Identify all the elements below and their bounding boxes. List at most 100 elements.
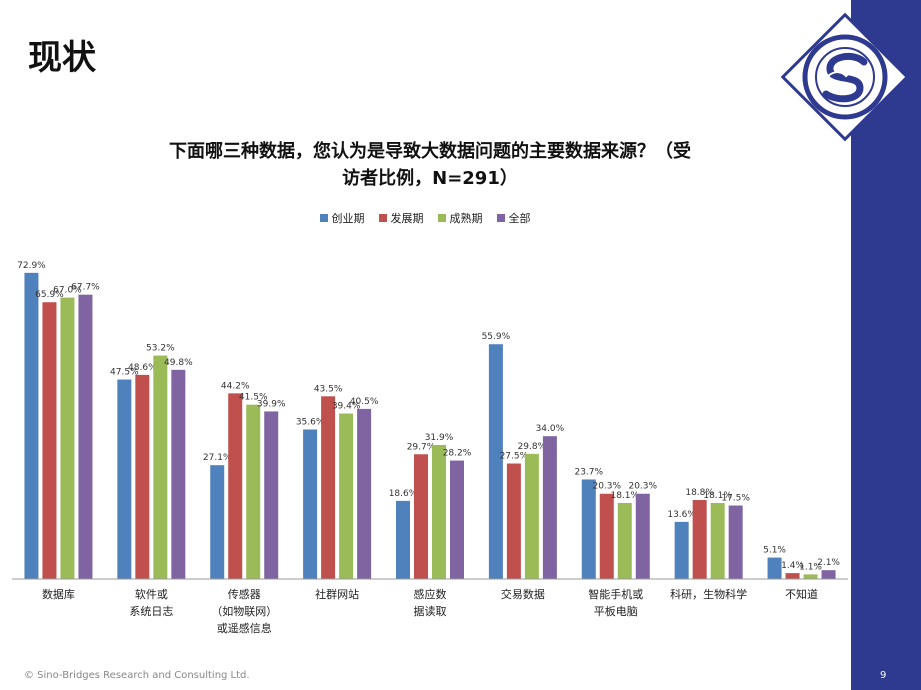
sino-bridges-logo (780, 12, 910, 142)
bar-4-2 (432, 445, 446, 579)
data-label-3-3: 40.5% (350, 397, 379, 407)
category-label-6: 智能手机或平板电脑 (588, 587, 643, 618)
data-label-6-3: 20.3% (628, 482, 657, 492)
bar-0-3 (78, 294, 93, 579)
category-label-2: 传感器（如物联网）或遥感信息 (211, 588, 277, 635)
bar-6-1 (599, 493, 614, 579)
chart-title-line-2: 访者比例，N=291） (342, 168, 518, 189)
category-label-0: 数据库 (42, 587, 75, 601)
data-label-4-1: 29.7% (407, 442, 436, 452)
bar-8-1 (785, 573, 800, 579)
data-label-5-2: 29.8% (518, 442, 547, 452)
data-label-5-0: 55.9% (482, 332, 511, 342)
data-label-3-0: 35.6% (296, 417, 325, 427)
bar-1-1 (135, 374, 150, 579)
bar-3-2 (339, 413, 354, 579)
bar-1-3 (171, 369, 186, 579)
bar-5-3 (542, 436, 557, 579)
data-label-0-0: 72.9% (17, 261, 46, 271)
data-label-5-1: 27.5% (500, 452, 529, 462)
bar-2-1 (228, 393, 243, 579)
category-label-5: 交易数据 (501, 587, 545, 601)
data-label-2-3: 39.9% (257, 399, 286, 409)
bar-1-2 (153, 355, 168, 579)
bar-1-0 (117, 379, 132, 579)
data-label-0-2: 67.0% (53, 286, 82, 296)
data-label-3-2: 39.4% (332, 402, 361, 412)
bar-7-2 (710, 502, 725, 579)
bar-2-2 (246, 404, 261, 579)
bar-2-0 (210, 465, 225, 579)
legend-label: 发展期 (390, 212, 424, 225)
bar-4-1 (414, 454, 428, 579)
legend-label: 创业期 (331, 212, 365, 225)
data-label-4-2: 31.9% (425, 433, 454, 443)
page-number: 9 (880, 670, 887, 681)
bar-0-1 (42, 302, 57, 579)
bar-8-2 (803, 574, 818, 579)
data-label-8-2: 1.1% (799, 562, 822, 572)
data-label-7-0: 13.6% (667, 510, 696, 520)
data-label-4-0: 18.6% (389, 489, 418, 499)
data-label-7-1: 18.8% (685, 488, 714, 498)
bar-6-0 (581, 479, 596, 579)
data-label-6-1: 20.3% (592, 482, 621, 492)
category-label-7: 科研，生物科学 (670, 587, 747, 601)
legend-label: 成熟期 (449, 212, 483, 225)
legend-item-0: 创业期 (319, 210, 365, 226)
data-label-1-0: 47.5% (110, 368, 139, 378)
legend-item-1: 发展期 (378, 210, 424, 226)
legend-label: 全部 (508, 212, 531, 225)
bar-6-2 (617, 502, 632, 579)
chart-title-line-1: 下面哪三种数据，您认为是导致大数据问题的主要数据来源？（受 (169, 141, 691, 162)
category-label-3: 社群网站 (315, 587, 359, 601)
legend-swatch (319, 214, 328, 222)
data-label-5-3: 34.0% (536, 424, 565, 434)
bar-8-0 (767, 557, 782, 579)
data-label-0-3: 67.7% (71, 283, 100, 293)
legend-swatch (378, 214, 387, 222)
bar-3-3 (357, 408, 372, 579)
bar-6-3 (635, 493, 650, 579)
data-label-6-0: 23.7% (574, 467, 603, 477)
bar-5-1 (506, 463, 521, 579)
category-label-8: 不知道 (785, 587, 818, 601)
data-label-8-3: 2.1% (817, 558, 840, 568)
slide-title: 现状 (28, 38, 96, 78)
data-label-6-2: 18.1% (610, 491, 639, 501)
data-label-2-2: 41.5% (239, 393, 268, 403)
bar-5-0 (488, 344, 503, 579)
data-label-4-3: 28.2% (443, 449, 472, 459)
data-label-1-1: 48.6% (128, 363, 157, 373)
chart-legend: 创业期 发展期 成熟期 全部 (0, 210, 850, 226)
bar-4-0 (396, 500, 410, 579)
bar-3-0 (303, 429, 318, 579)
bar-8-3 (821, 570, 836, 579)
chart-title: 下面哪三种数据，您认为是导致大数据问题的主要数据来源？（受 访者比例，N=291… (80, 138, 780, 192)
data-label-3-1: 43.5% (314, 384, 343, 394)
legend-swatch (496, 214, 505, 222)
bar-7-3 (728, 505, 743, 579)
data-label-1-2: 53.2% (146, 344, 175, 354)
bar-7-1 (692, 500, 707, 579)
data-label-7-3: 17.5% (721, 494, 750, 504)
legend-item-2: 成熟期 (437, 210, 483, 226)
data-label-2-0: 27.1% (203, 453, 232, 463)
bar-2-3 (264, 411, 279, 579)
bar-3-1 (321, 396, 336, 579)
data-label-8-1: 1.4% (781, 561, 804, 571)
category-label-4: 感应数据读取 (414, 587, 447, 618)
data-label-2-1: 44.2% (221, 381, 250, 391)
data-label-0-1: 65.9% (35, 290, 64, 300)
data-label-7-2: 18.1% (703, 491, 732, 501)
footer-copyright: © Sino-Bridges Research and Consulting L… (24, 670, 250, 681)
category-label-1: 软件或系统日志 (129, 587, 173, 618)
bar-0-0 (24, 272, 39, 579)
bar-4-3 (450, 460, 464, 579)
data-label-1-3: 49.8% (164, 358, 193, 368)
data-label-8-0: 5.1% (763, 546, 786, 556)
bar-5-2 (524, 453, 539, 579)
bar-0-2 (60, 297, 75, 579)
bar-7-0 (674, 521, 689, 579)
